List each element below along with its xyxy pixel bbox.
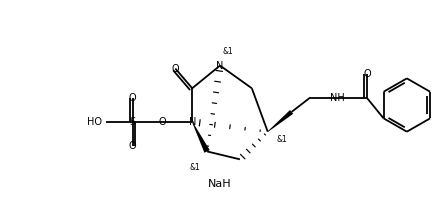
Text: NH: NH [330,93,345,103]
Text: &1: &1 [190,163,201,172]
Text: N: N [189,117,196,127]
Text: &1: &1 [276,135,287,144]
Text: NaH: NaH [208,179,232,189]
Text: HO: HO [87,117,102,127]
Text: &1: &1 [223,47,233,56]
Text: O: O [172,64,179,73]
Polygon shape [268,110,293,132]
Text: S: S [130,117,135,127]
Text: O: O [129,141,136,151]
Text: O: O [363,69,371,79]
Text: O: O [129,93,136,103]
Text: O: O [159,117,166,127]
Text: N: N [216,60,224,71]
Polygon shape [192,122,210,153]
